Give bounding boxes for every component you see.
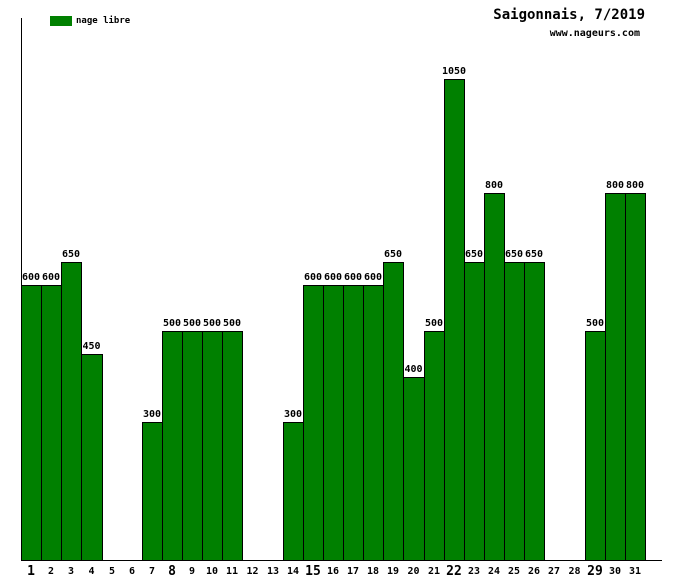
bar-day-26 xyxy=(524,262,545,560)
bar-value-label: 600 xyxy=(323,272,343,283)
bar-value-label: 600 xyxy=(343,272,363,283)
bar-day-2 xyxy=(41,285,62,560)
bar-day-20 xyxy=(403,377,425,560)
x-tick-label: 24 xyxy=(487,566,501,577)
bar-day-25 xyxy=(504,262,525,560)
bar-day-3 xyxy=(61,262,82,560)
bar-value-label: 650 xyxy=(524,249,544,260)
x-tick-label: 8 xyxy=(168,564,176,579)
bar-day-11 xyxy=(222,331,243,560)
bar-day-14 xyxy=(283,422,304,560)
chart-title: Saigonnais, 7/2019 xyxy=(493,7,645,23)
x-tick-label: 31 xyxy=(628,566,642,577)
bar-day-23 xyxy=(464,262,485,560)
x-tick-label: 11 xyxy=(225,566,239,577)
x-tick-label: 27 xyxy=(547,566,561,577)
bar-value-label: 800 xyxy=(625,180,645,191)
bar-value-label: 800 xyxy=(605,180,625,191)
bar-day-1 xyxy=(21,285,42,560)
bar-day-15 xyxy=(303,285,324,560)
legend: nage libre xyxy=(50,16,130,26)
bar-value-label: 650 xyxy=(383,249,403,260)
bar-value-label: 500 xyxy=(424,318,444,329)
x-tick-label: 23 xyxy=(467,566,481,577)
x-tick-label: 21 xyxy=(427,566,441,577)
x-tick-label: 17 xyxy=(346,566,360,577)
x-tick-label: 7 xyxy=(148,566,156,577)
bar-value-label: 300 xyxy=(283,409,303,420)
x-tick-label: 25 xyxy=(507,566,521,577)
bar-day-29 xyxy=(585,331,606,560)
x-tick-label: 9 xyxy=(188,566,196,577)
x-tick-label: 19 xyxy=(386,566,400,577)
bar-value-label: 500 xyxy=(585,318,605,329)
x-tick-label: 12 xyxy=(246,566,259,577)
x-tick-label: 29 xyxy=(587,564,603,579)
bar-value-label: 600 xyxy=(363,272,383,283)
bar-day-17 xyxy=(343,285,364,560)
bar-value-label: 450 xyxy=(82,341,101,352)
x-tick-label: 10 xyxy=(205,566,219,577)
x-tick-label: 13 xyxy=(266,566,280,577)
legend-swatch xyxy=(50,16,72,26)
x-tick-label: 20 xyxy=(407,566,420,577)
bar-value-label: 500 xyxy=(202,318,222,329)
bar-day-31 xyxy=(625,193,646,560)
x-tick-label: 28 xyxy=(568,566,581,577)
x-axis-line xyxy=(21,560,662,561)
bar-value-label: 650 xyxy=(464,249,484,260)
bar-value-label: 600 xyxy=(21,272,41,283)
bar-day-21 xyxy=(424,331,445,560)
bar-day-9 xyxy=(182,331,203,560)
x-tick-label: 4 xyxy=(88,566,95,577)
bar-value-label: 500 xyxy=(222,318,242,329)
x-tick-label: 1 xyxy=(27,564,35,579)
bar-value-label: 600 xyxy=(41,272,61,283)
x-tick-label: 15 xyxy=(305,564,321,579)
x-tick-label: 22 xyxy=(446,564,462,579)
x-tick-label: 3 xyxy=(67,566,75,577)
x-tick-label: 26 xyxy=(527,566,541,577)
bar-day-19 xyxy=(383,262,404,560)
bar-day-7 xyxy=(142,422,163,560)
bar-value-label: 400 xyxy=(404,364,423,375)
bar-value-label: 500 xyxy=(182,318,202,329)
x-tick-label: 18 xyxy=(366,566,380,577)
bar-value-label: 500 xyxy=(162,318,182,329)
bar-day-8 xyxy=(162,331,183,560)
bar-value-label: 1050 xyxy=(441,66,467,77)
bar-value-label: 300 xyxy=(142,409,162,420)
bar-day-22 xyxy=(444,79,465,560)
bar-value-label: 600 xyxy=(303,272,323,283)
x-tick-label: 2 xyxy=(47,566,55,577)
legend-label: nage libre xyxy=(76,16,131,26)
bar-value-label: 650 xyxy=(504,249,524,260)
bar-value-label: 800 xyxy=(484,180,504,191)
bar-day-30 xyxy=(605,193,626,560)
bar-day-10 xyxy=(202,331,223,560)
bar-day-4 xyxy=(81,354,103,560)
website-text: www.nageurs.com xyxy=(549,28,640,39)
x-tick-label: 16 xyxy=(326,566,340,577)
bar-value-label: 650 xyxy=(61,249,81,260)
x-tick-label: 30 xyxy=(608,566,622,577)
x-tick-label: 5 xyxy=(108,566,116,577)
x-tick-label: 14 xyxy=(286,566,300,577)
bar-day-16 xyxy=(323,285,344,560)
bar-day-18 xyxy=(363,285,384,560)
x-tick-label: 6 xyxy=(128,566,136,577)
